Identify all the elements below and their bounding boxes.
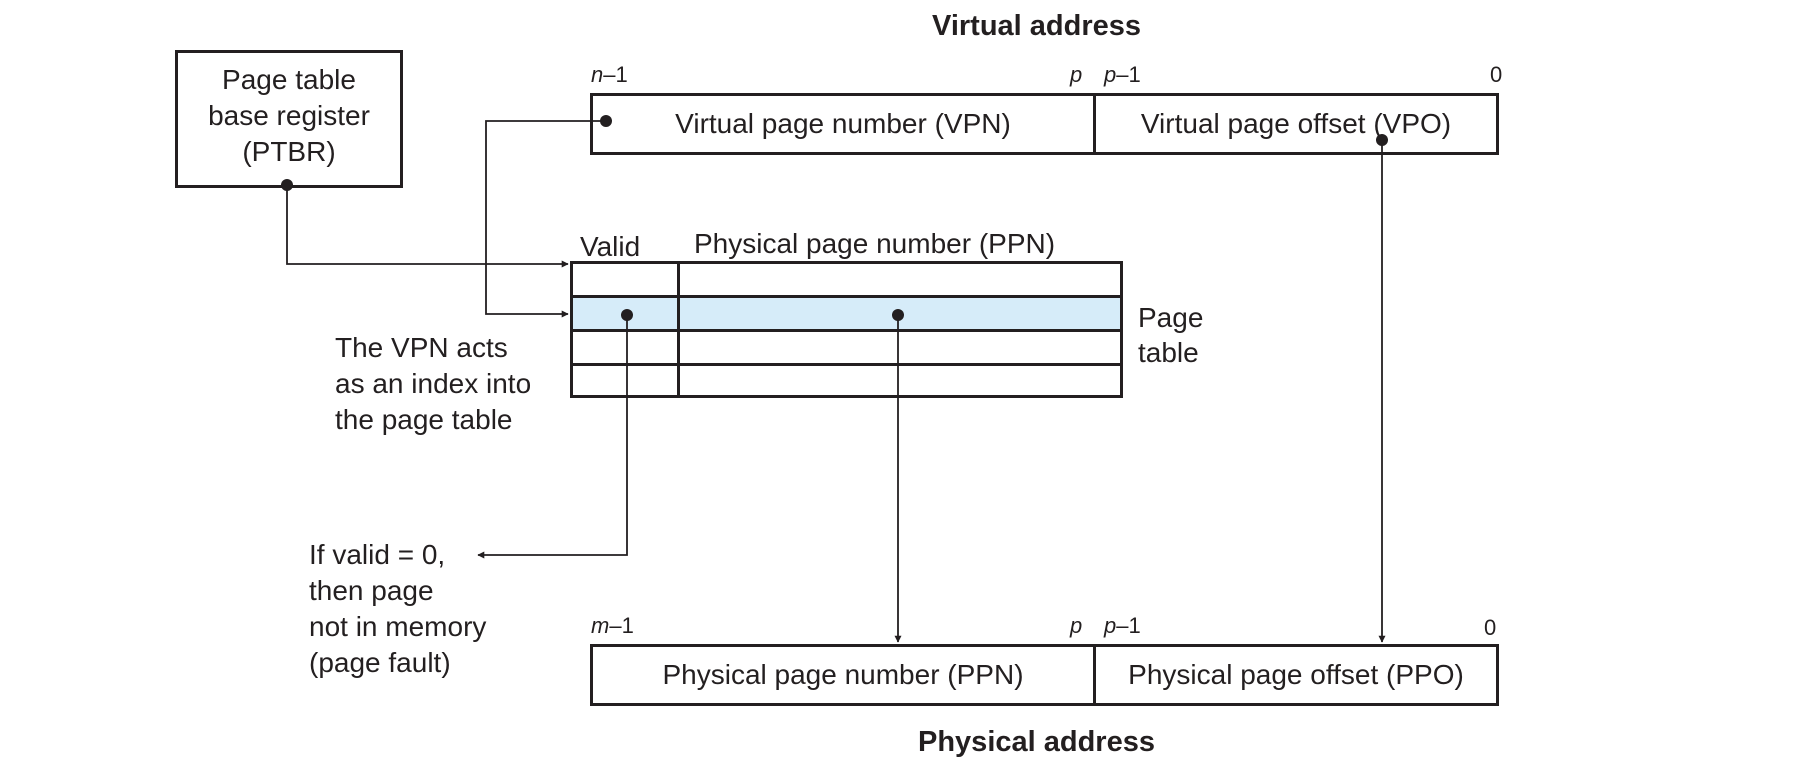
pa-bit-mid-label: p <box>1070 613 1083 638</box>
valid-column-header: Valid <box>580 231 641 262</box>
pa-bit-low-label: p–1 <box>1104 613 1141 638</box>
vpo-field: Virtual page offset (VPO) <box>1140 108 1452 139</box>
page-table-row <box>573 332 1120 363</box>
va-bit-high-label: n–1 <box>591 62 628 87</box>
page-table-row-divider <box>573 295 1120 298</box>
ppn-field: Physical page number (PPN) <box>662 659 1024 690</box>
physical-address-box: Physical page number (PPN) Physical page… <box>590 644 1499 706</box>
ptbr-label: Page table base register (PTBR) <box>208 64 370 167</box>
page-table-row <box>573 264 1120 295</box>
vpn-index-annotation: The VPN acts as an index into the page t… <box>335 332 532 435</box>
va-bit-low-label: p–1 <box>1104 62 1141 87</box>
pa-bit-high-label: m–1 <box>591 613 634 638</box>
page-table-row-selected <box>573 298 1120 329</box>
pa-bit-zero-label: 0 <box>1484 615 1497 640</box>
va-bit-zero-label: 0 <box>1490 62 1503 87</box>
ptbr-box: Page table base register (PTBR) <box>175 50 403 188</box>
virtual-address-box: Virtual page number (VPN) Virtual page o… <box>590 93 1499 155</box>
page-fault-annotation: If valid = 0, then page not in memory (p… <box>309 539 487 678</box>
virtual-address-title: Virtual address <box>932 10 1142 42</box>
vpn-field: Virtual page number (VPN) <box>675 108 1011 139</box>
va-bit-mid-label: p <box>1070 62 1083 87</box>
physical-address-title: Physical address <box>918 726 1155 758</box>
page-table-row <box>573 366 1120 398</box>
ppn-column-header: Physical page number (PPN) <box>694 228 1056 259</box>
page-table <box>570 261 1123 398</box>
page-table-label: Page table <box>1138 302 1204 368</box>
page-table-row-divider <box>573 363 1120 366</box>
page-table-row-divider <box>573 329 1120 332</box>
valid-column-divider <box>677 264 680 395</box>
ptbr-pointer-arrow <box>286 185 569 268</box>
ppo-field: Physical page offset (PPO) <box>1128 659 1464 690</box>
pa-divider <box>1093 647 1096 703</box>
va-divider <box>1093 96 1096 152</box>
